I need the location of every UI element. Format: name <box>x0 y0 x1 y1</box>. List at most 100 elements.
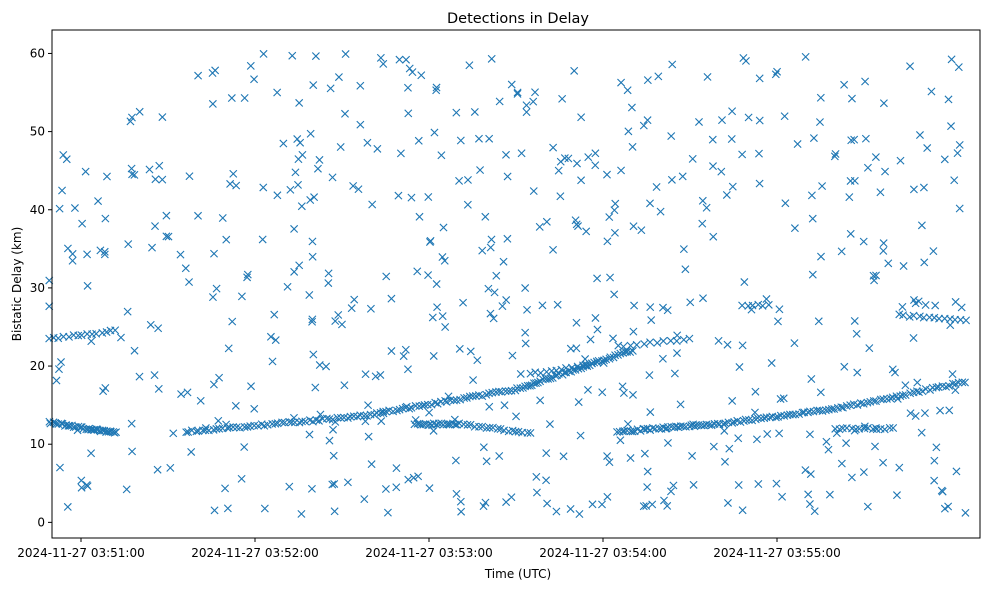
data-point <box>929 247 938 256</box>
data-point <box>522 108 531 117</box>
data-point <box>463 175 472 184</box>
data-point <box>78 219 87 228</box>
data-point <box>790 224 799 233</box>
data-point <box>398 404 407 413</box>
data-point <box>758 301 767 310</box>
data-point <box>845 193 854 202</box>
data-point <box>545 420 554 429</box>
data-point <box>470 107 479 116</box>
data-point <box>246 61 255 70</box>
data-point <box>909 334 918 343</box>
data-point <box>198 426 207 435</box>
data-point <box>87 449 96 458</box>
data-point <box>325 415 334 424</box>
data-point <box>444 392 453 401</box>
data-point <box>516 384 525 393</box>
data-point <box>805 500 814 509</box>
data-point <box>229 423 238 432</box>
data-point <box>74 331 83 340</box>
data-point <box>411 401 420 410</box>
data-point <box>463 200 472 209</box>
data-point <box>296 138 305 147</box>
data-point <box>628 390 637 399</box>
data-point <box>404 109 413 118</box>
data-point <box>599 359 608 367</box>
data-point <box>210 249 219 258</box>
data-point <box>382 272 391 281</box>
data-point <box>572 318 581 327</box>
data-point <box>755 116 764 125</box>
data-point <box>582 227 591 236</box>
data-point <box>503 172 512 181</box>
data-point <box>446 396 455 405</box>
data-point <box>727 134 736 143</box>
data-point <box>499 257 508 266</box>
data-point <box>598 388 607 397</box>
data-point <box>669 481 678 490</box>
data-point <box>312 416 321 425</box>
data-point <box>208 99 217 108</box>
data-point <box>647 316 656 325</box>
data-point <box>135 107 144 116</box>
data-point <box>145 165 154 174</box>
data-point <box>403 83 412 92</box>
data-point <box>455 176 464 185</box>
data-point <box>52 376 61 385</box>
data-point <box>552 507 561 516</box>
data-point <box>884 259 893 268</box>
data-point <box>549 143 558 152</box>
data-point <box>474 134 483 143</box>
data-point <box>859 468 868 477</box>
data-point <box>116 333 125 342</box>
data-point <box>630 301 639 310</box>
data-point <box>438 312 447 321</box>
data-point <box>773 317 782 326</box>
data-point <box>77 483 86 492</box>
data-point <box>371 372 380 381</box>
data-point <box>324 269 333 278</box>
data-point <box>128 447 137 456</box>
data-point <box>767 359 776 368</box>
data-point <box>950 176 959 185</box>
data-point <box>309 81 318 90</box>
data-point <box>408 68 417 77</box>
data-point <box>250 75 259 84</box>
data-point <box>368 200 377 209</box>
data-point <box>309 350 318 359</box>
data-point <box>850 316 859 325</box>
data-point <box>532 472 541 481</box>
data-point <box>337 320 346 329</box>
data-point <box>847 136 856 145</box>
data-point <box>308 315 317 324</box>
data-point <box>850 135 859 144</box>
data-point <box>773 67 782 76</box>
data-point <box>232 181 241 190</box>
data-point <box>654 72 663 81</box>
data-point <box>485 134 494 143</box>
data-point <box>913 378 922 387</box>
data-point <box>271 419 280 428</box>
data-point <box>652 183 661 191</box>
data-point <box>740 278 749 287</box>
data-point <box>379 59 388 68</box>
data-point <box>947 122 956 131</box>
data-point <box>639 502 648 511</box>
data-point <box>315 155 324 164</box>
data-point <box>911 412 920 421</box>
data-point <box>583 385 592 394</box>
data-point <box>423 400 432 409</box>
data-point <box>629 222 638 231</box>
data-point <box>306 129 315 138</box>
data-point <box>667 132 676 141</box>
data-point <box>931 301 940 310</box>
data-point <box>954 63 963 72</box>
data-point <box>55 204 64 213</box>
data-point <box>360 495 369 504</box>
data-point <box>414 472 423 481</box>
data-point <box>932 443 941 452</box>
data-point <box>373 144 382 153</box>
data-point <box>325 436 334 445</box>
data-point <box>663 501 672 510</box>
data-point <box>185 172 194 181</box>
